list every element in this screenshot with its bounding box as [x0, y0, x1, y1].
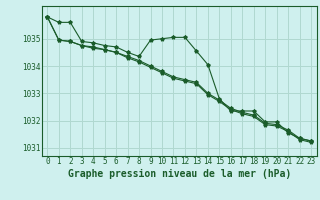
X-axis label: Graphe pression niveau de la mer (hPa): Graphe pression niveau de la mer (hPa)	[68, 169, 291, 179]
